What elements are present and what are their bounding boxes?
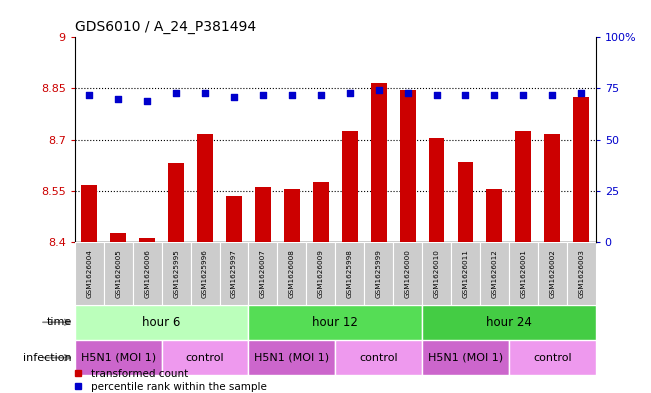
Point [402,89,413,95]
Text: GSM1626007: GSM1626007 [260,249,266,298]
Bar [313,182,329,242]
Point [171,89,182,95]
Text: GSM1625996: GSM1625996 [202,249,208,298]
Text: GSM1625999: GSM1625999 [376,249,381,298]
Text: H5N1 (MOI 1): H5N1 (MOI 1) [428,353,503,363]
Bar [75,305,249,340]
Bar [307,242,335,305]
Text: control: control [533,353,572,363]
Point [518,92,529,98]
Bar [81,185,97,242]
Point [460,92,471,98]
Bar [277,242,307,305]
Bar [335,242,364,305]
Text: GSM1626000: GSM1626000 [405,249,411,298]
Point [84,92,94,98]
Bar [428,138,445,242]
Point [113,95,124,102]
Bar [226,196,242,242]
Point [316,92,326,98]
Bar [458,162,473,242]
Text: GSM1626005: GSM1626005 [115,249,121,298]
Bar [249,242,277,305]
Text: GSM1626010: GSM1626010 [434,249,439,298]
Point [576,89,587,95]
Point [142,97,152,104]
Bar [219,242,249,305]
Point [374,87,384,94]
Bar [370,83,387,242]
Text: GSM1626003: GSM1626003 [578,249,584,298]
Bar [139,238,155,242]
Legend: transformed count, percentile rank within the sample: transformed count, percentile rank withi… [74,369,267,392]
Bar [110,233,126,242]
Bar [197,134,213,242]
Bar [422,242,451,305]
Point [258,92,268,98]
Bar [249,305,422,340]
Bar [364,242,393,305]
Bar [75,340,161,375]
Point [229,94,239,100]
Text: H5N1 (MOI 1): H5N1 (MOI 1) [81,353,156,363]
Text: GSM1625998: GSM1625998 [347,249,353,298]
Text: hour 24: hour 24 [486,316,532,329]
Bar [544,134,561,242]
Bar [191,242,219,305]
Text: GSM1626004: GSM1626004 [87,249,92,298]
Bar [538,242,567,305]
Text: GSM1626009: GSM1626009 [318,249,324,298]
Bar [161,340,249,375]
Bar [284,189,300,242]
Text: GSM1626011: GSM1626011 [462,249,469,298]
Text: H5N1 (MOI 1): H5N1 (MOI 1) [255,353,329,363]
Point [489,92,499,98]
Point [432,92,442,98]
Bar [516,131,531,242]
Bar [133,242,161,305]
Bar [574,97,589,242]
Text: GSM1625995: GSM1625995 [173,249,179,298]
Text: GSM1625997: GSM1625997 [231,249,237,298]
Text: control: control [186,353,225,363]
Text: infection: infection [23,353,72,363]
Bar [75,242,104,305]
Text: GDS6010 / A_24_P381494: GDS6010 / A_24_P381494 [75,20,256,33]
Bar [486,189,503,242]
Text: GSM1626001: GSM1626001 [520,249,526,298]
Bar [161,242,191,305]
Text: GSM1626012: GSM1626012 [492,249,497,298]
Bar [480,242,509,305]
Text: time: time [46,317,72,327]
Bar [249,340,335,375]
Point [344,89,355,95]
Text: control: control [359,353,398,363]
Bar [509,340,596,375]
Point [200,89,210,95]
Text: GSM1626008: GSM1626008 [289,249,295,298]
Text: GSM1626002: GSM1626002 [549,249,555,298]
Text: GSM1626006: GSM1626006 [145,249,150,298]
Bar [451,242,480,305]
Bar [393,242,422,305]
Point [286,92,297,98]
Bar [422,305,596,340]
Bar [255,187,271,242]
Text: hour 12: hour 12 [312,316,358,329]
Bar [342,131,357,242]
Bar [168,163,184,242]
Bar [104,242,133,305]
Bar [509,242,538,305]
Text: hour 6: hour 6 [143,316,181,329]
Bar [567,242,596,305]
Point [547,92,557,98]
Bar [422,340,509,375]
Bar [335,340,422,375]
Bar [400,90,415,242]
